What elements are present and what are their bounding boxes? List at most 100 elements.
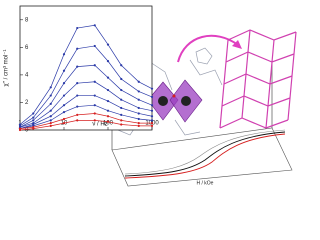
data-point	[49, 102, 52, 105]
data-point	[49, 115, 52, 118]
data-point	[18, 128, 22, 132]
hysteresis-curve	[124, 133, 286, 179]
data-point	[137, 112, 140, 115]
data-point	[62, 122, 66, 125]
data-point	[32, 112, 35, 115]
data-point	[32, 116, 35, 119]
data-point	[137, 80, 140, 83]
data-point	[76, 105, 79, 108]
data-point	[93, 80, 96, 83]
data-point	[76, 113, 79, 116]
series-line	[19, 104, 153, 129]
data-point	[93, 64, 96, 67]
hysteresis-plot	[111, 60, 293, 187]
data-point	[120, 98, 123, 101]
data-point	[150, 124, 154, 127]
data-point	[106, 76, 110, 79]
y-tick-label: 6	[25, 45, 29, 51]
data-point	[106, 43, 110, 46]
data-point	[76, 47, 79, 50]
x-axis-label: ν / Hz	[92, 122, 107, 128]
octahedra	[147, 79, 203, 123]
data-point	[106, 99, 110, 103]
series-line	[19, 24, 153, 125]
x-tick-label: 100	[103, 121, 114, 127]
data-point	[32, 127, 35, 130]
bridge-atom	[172, 94, 176, 98]
data-point	[106, 88, 110, 92]
ring	[195, 47, 213, 65]
series-line	[19, 45, 153, 127]
metal-atom	[158, 96, 168, 106]
data-point	[137, 124, 140, 127]
y-tick-label: 4	[25, 72, 29, 78]
data-point	[120, 123, 123, 126]
data-point	[150, 122, 154, 125]
hysteresis-x-label: H / kOe	[197, 180, 214, 186]
data-point	[120, 119, 123, 122]
data-point	[106, 115, 110, 118]
data-point	[150, 109, 154, 112]
data-point	[62, 69, 66, 72]
data-point	[120, 113, 123, 116]
series-line	[19, 64, 153, 128]
data-point	[137, 122, 140, 125]
data-point	[49, 109, 52, 112]
data-point	[137, 117, 140, 121]
data-point	[93, 44, 96, 48]
data-point	[49, 122, 52, 125]
data-point	[120, 88, 123, 92]
data-point	[93, 104, 96, 107]
data-point	[93, 24, 96, 27]
hysteresis-curve	[124, 129, 286, 175]
series-line	[19, 120, 152, 131]
data-point	[76, 119, 79, 122]
data-point	[106, 120, 110, 123]
data-point	[76, 82, 79, 85]
data-point	[49, 94, 52, 97]
data-point	[62, 110, 66, 114]
data-point	[150, 119, 154, 122]
data-point	[49, 119, 52, 122]
data-point	[120, 64, 123, 67]
data-point	[76, 26, 79, 30]
data-point	[137, 106, 140, 110]
lattice-column	[219, 29, 297, 129]
data-point	[150, 87, 154, 90]
data-point	[62, 82, 66, 85]
series-line	[19, 113, 152, 129]
hysteresis-floor	[111, 127, 293, 187]
y-tick-label: 2	[25, 100, 29, 106]
data-point	[62, 53, 66, 56]
data-point	[150, 95, 154, 99]
data-point	[137, 98, 140, 101]
data-point	[76, 94, 79, 97]
series-line	[19, 81, 153, 128]
metal-atom	[181, 96, 191, 106]
data-point	[137, 90, 140, 93]
data-point	[106, 109, 110, 112]
data-point	[76, 65, 79, 68]
data-point	[120, 106, 123, 110]
lattice	[219, 29, 297, 129]
data-point	[150, 115, 154, 118]
series-line	[19, 95, 153, 129]
data-point	[120, 77, 123, 81]
figure: H / kOe χ'' / cm³ mol⁻¹ ν / Hz 024681101…	[4, 5, 297, 187]
data-point	[62, 104, 66, 107]
data-point	[49, 124, 52, 127]
data-point	[106, 60, 110, 63]
lattice-row	[219, 29, 297, 129]
data-point	[93, 94, 96, 97]
data-point	[93, 119, 96, 122]
data-point	[32, 119, 35, 122]
data-point	[150, 104, 154, 107]
data-point	[62, 94, 66, 97]
y-tick-label: 8	[25, 17, 29, 23]
arrow	[177, 34, 239, 63]
hysteresis-curve	[124, 131, 286, 177]
data-point	[93, 112, 96, 115]
y-tick-label: 0	[25, 128, 29, 134]
arrow-head	[232, 40, 242, 49]
data-point	[49, 86, 52, 89]
